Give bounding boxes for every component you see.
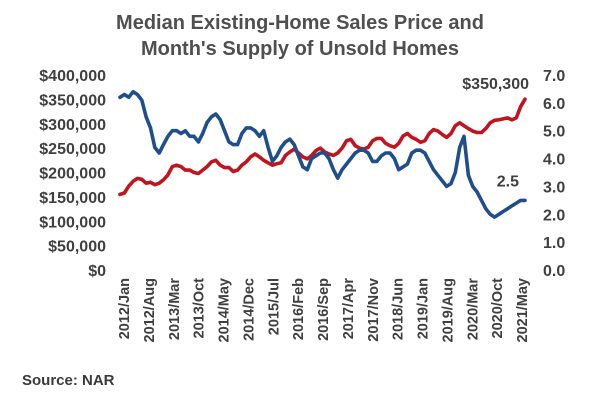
x-axis-tick-label: 2012/Jan xyxy=(117,278,133,339)
x-axis-tick-label: 2019/Jan xyxy=(416,278,432,339)
x-axis-tick-label: 2014/May xyxy=(217,278,233,343)
right-axis-tick-label: 0.0 xyxy=(543,263,565,280)
left-axis-tick-label: $400,000 xyxy=(39,68,106,85)
series-line-months-supply xyxy=(118,89,527,219)
right-axis-tick-label: 4.0 xyxy=(543,152,565,169)
x-axis-tick-label: 2018/Jun xyxy=(391,278,407,340)
x-axis-tick-label: 2015/Jul xyxy=(266,278,282,335)
left-axis-tick-label: $50,000 xyxy=(48,239,106,256)
left-axis-tick-label: $350,000 xyxy=(39,92,106,109)
right-axis-tick-label: 6.0 xyxy=(543,96,565,113)
source-note: Source: NAR xyxy=(22,372,115,389)
x-axis-tick-label: 2013/Mar xyxy=(167,278,183,340)
x-axis-tick-label: 2020/Oct xyxy=(490,278,506,339)
x-axis-tick-label: 2012/Aug xyxy=(142,278,158,342)
right-axis-tick-label: 7.0 xyxy=(543,68,565,85)
left-axis-tick-label: $200,000 xyxy=(39,166,106,183)
chart-title-line-2: Month's Supply of Unsold Homes xyxy=(140,38,460,60)
left-axis-tick-label: $250,000 xyxy=(39,141,106,158)
x-axis-tick-label: 2014/Dec xyxy=(241,278,257,341)
annotation-label: 2.5 xyxy=(497,173,519,190)
x-axis-tick-label: 2019/Aug xyxy=(440,278,456,342)
series-line-median-price xyxy=(118,97,527,197)
x-axis-tick-label: 2016/Sep xyxy=(316,278,332,341)
x-axis-tick-label: 2020/Mar xyxy=(465,278,481,340)
x-axis-tick-label: 2021/May xyxy=(515,278,531,343)
left-axis-tick-label: $100,000 xyxy=(39,214,106,231)
chart-title-line-1: Median Existing-Home Sales Price and xyxy=(116,12,484,34)
right-axis-tick-label: 3.0 xyxy=(543,179,565,196)
left-axis-tick-label: $300,000 xyxy=(39,117,106,134)
x-axis-tick-label: 2013/Oct xyxy=(192,278,208,339)
right-axis-tick-label: 1.0 xyxy=(543,235,565,252)
x-axis-tick-label: 2017/Nov xyxy=(366,278,382,342)
left-axis-tick-label: $0 xyxy=(88,263,106,280)
x-axis-tick-label: 2016/Feb xyxy=(291,278,307,340)
chart-title: Median Existing-Home Sales Price and Mon… xyxy=(0,10,600,62)
right-axis-tick-label: 5.0 xyxy=(543,124,565,141)
right-axis-tick-label: 2.0 xyxy=(543,207,565,224)
annotation-label: $350,300 xyxy=(462,76,529,93)
left-axis-tick-label: $150,000 xyxy=(39,190,106,207)
x-axis-tick-label: 2017/Apr xyxy=(341,278,357,340)
